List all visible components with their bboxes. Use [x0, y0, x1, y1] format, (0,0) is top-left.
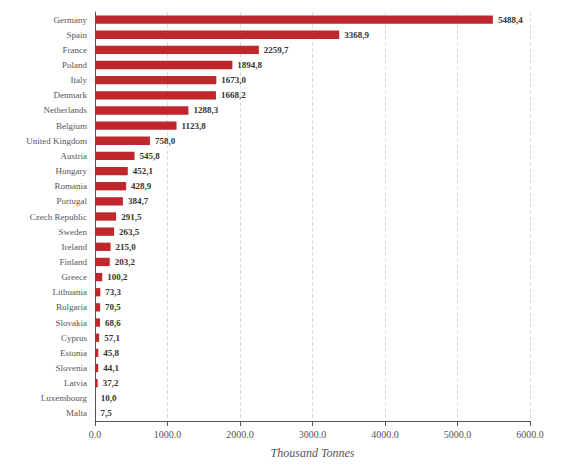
svg-text:Lithuania: Lithuania	[53, 287, 88, 297]
svg-text:Belgium: Belgium	[56, 121, 87, 131]
svg-text:3000.0: 3000.0	[299, 429, 327, 440]
svg-text:73,3: 73,3	[105, 287, 121, 297]
svg-text:Netherlands: Netherlands	[44, 105, 88, 115]
svg-text:Malta: Malta	[66, 408, 87, 418]
svg-text:203,2: 203,2	[115, 257, 136, 267]
svg-text:57,1: 57,1	[104, 333, 120, 343]
svg-text:68,6: 68,6	[105, 318, 121, 328]
svg-text:Estonia: Estonia	[60, 348, 87, 358]
svg-text:44,1: 44,1	[103, 363, 119, 373]
svg-text:Luxembourg: Luxembourg	[41, 393, 88, 403]
svg-text:263,5: 263,5	[119, 227, 140, 237]
svg-text:2259,7: 2259,7	[264, 45, 289, 55]
svg-text:Italy: Italy	[71, 75, 88, 85]
svg-text:Finland: Finland	[59, 257, 87, 267]
svg-text:Spain: Spain	[66, 30, 87, 40]
svg-text:Sweden: Sweden	[59, 227, 88, 237]
svg-text:1894,8: 1894,8	[237, 60, 262, 70]
svg-text:Latvia: Latvia	[64, 378, 87, 388]
svg-text:291,5: 291,5	[121, 212, 142, 222]
svg-text:France: France	[63, 45, 88, 55]
svg-text:7,5: 7,5	[101, 408, 113, 418]
svg-text:428,9: 428,9	[131, 181, 152, 191]
svg-text:1000.0: 1000.0	[154, 429, 182, 440]
svg-text:0.0: 0.0	[89, 429, 102, 440]
svg-text:Ireland: Ireland	[62, 242, 88, 252]
svg-text:10,0: 10,0	[101, 393, 117, 403]
svg-text:Thousand Tonnes: Thousand Tonnes	[271, 446, 355, 460]
svg-text:1668,2: 1668,2	[221, 90, 246, 100]
svg-text:545,8: 545,8	[140, 151, 161, 161]
svg-text:6000.0: 6000.0	[516, 429, 544, 440]
svg-text:Slovakia: Slovakia	[56, 318, 88, 328]
svg-text:3368,9: 3368,9	[344, 30, 369, 40]
svg-text:Portugal: Portugal	[57, 196, 88, 206]
svg-text:45,8: 45,8	[103, 348, 119, 358]
svg-text:70,5: 70,5	[105, 302, 121, 312]
svg-text:Czech Republic: Czech Republic	[30, 212, 87, 222]
svg-text:2000.0: 2000.0	[226, 429, 254, 440]
svg-text:5488,4: 5488,4	[498, 15, 523, 25]
svg-text:Austria: Austria	[61, 151, 88, 161]
svg-text:Romania: Romania	[55, 181, 88, 191]
svg-text:100,2: 100,2	[107, 272, 128, 282]
svg-text:758,0: 758,0	[155, 136, 176, 146]
svg-text:1673,0: 1673,0	[221, 75, 246, 85]
svg-text:37,2: 37,2	[103, 378, 119, 388]
svg-text:United Kingdom: United Kingdom	[26, 136, 87, 146]
svg-text:Bulgaria: Bulgaria	[56, 302, 87, 312]
svg-text:Slovenia: Slovenia	[56, 363, 88, 373]
svg-text:Poland: Poland	[62, 60, 88, 70]
svg-text:5000.0: 5000.0	[444, 429, 472, 440]
svg-text:1288,3: 1288,3	[193, 105, 218, 115]
svg-text:Denmark: Denmark	[54, 90, 88, 100]
svg-text:Hungary: Hungary	[56, 166, 88, 176]
svg-text:Cyprus: Cyprus	[61, 333, 88, 343]
svg-text:1123,8: 1123,8	[181, 121, 206, 131]
svg-text:452,1: 452,1	[133, 166, 154, 176]
svg-text:215,0: 215,0	[116, 242, 137, 252]
svg-text:Germany: Germany	[54, 15, 88, 25]
svg-text:384,7: 384,7	[128, 196, 149, 206]
svg-text:Greece: Greece	[62, 272, 87, 282]
svg-text:4000.0: 4000.0	[371, 429, 399, 440]
